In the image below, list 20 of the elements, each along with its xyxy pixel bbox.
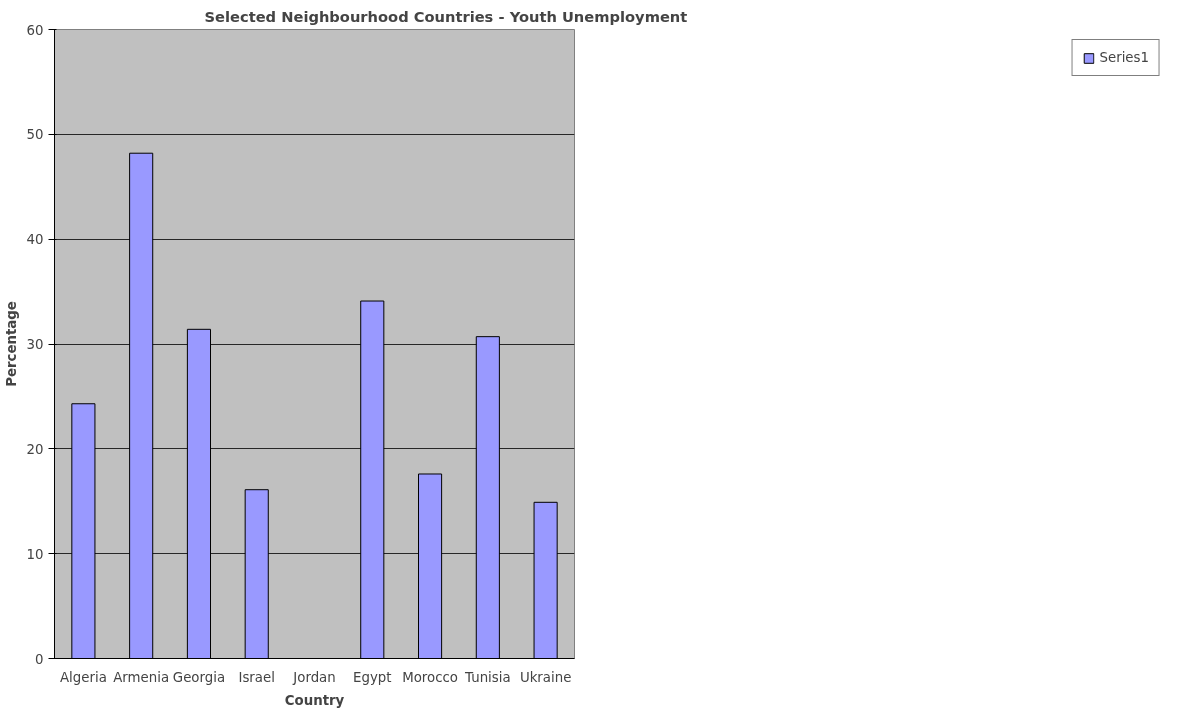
y-tick-label: 50	[26, 127, 44, 143]
x-tick-label: Israel	[238, 669, 275, 685]
y-tick-label: 0	[35, 651, 44, 667]
x-tick-label: Armenia	[113, 669, 170, 685]
y-axis-title: Percentage	[3, 301, 19, 387]
y-tick-label: 60	[26, 22, 44, 38]
legend-label: Series1	[1099, 50, 1149, 65]
x-tick-label: Georgia	[172, 669, 226, 685]
x-axis-title: Country	[284, 692, 345, 708]
x-tick-label: Egypt	[353, 669, 392, 685]
chart-title: Selected Neighbourhood Countries - Youth Unemployment	[204, 7, 688, 25]
x-tick-label: Tunisia	[464, 669, 511, 685]
y-tick-label: 30	[26, 337, 44, 352]
x-tick-label: Morocco	[402, 669, 458, 685]
y-tick-label: 40	[26, 232, 44, 248]
x-tick-label: Algeria	[59, 669, 107, 685]
y-tick-label: 20	[26, 441, 44, 457]
x-tick-label: Ukraine	[519, 669, 572, 685]
y-tick-label: 10	[26, 546, 44, 562]
x-tick-label: Jordan	[292, 669, 336, 685]
